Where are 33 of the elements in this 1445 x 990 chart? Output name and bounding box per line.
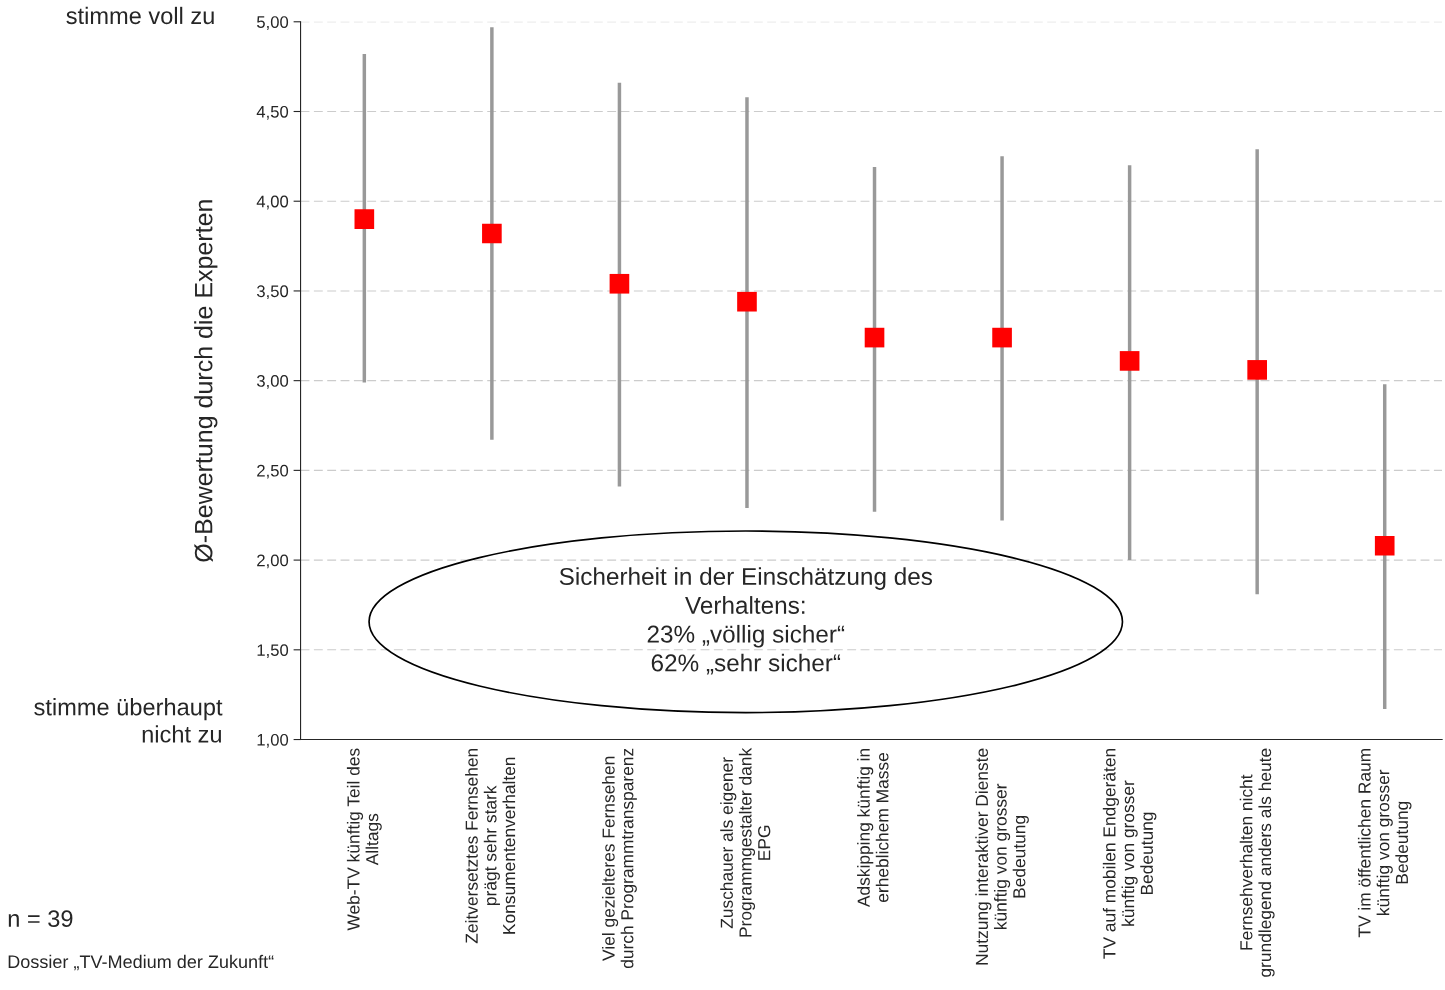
x-tick-label: Web-TV künftig Teil des Alltags (346, 748, 382, 931)
point (1119, 351, 1140, 371)
y-tick-label: 1,00 (257, 733, 289, 748)
point (482, 223, 502, 244)
y-tick-label: 1,50 (257, 644, 289, 658)
point (1247, 360, 1267, 380)
point (354, 209, 375, 229)
text: stimme überhaupt nicht zu (34, 698, 223, 743)
x-tick-label: Nutzung interaktiver Dienste künftig von grosser Bedeutung (975, 748, 1029, 965)
y-axis-title: Ø-Bewertung durch die Experten (194, 200, 218, 562)
x-tick-label: Adskipping künftig in erheblichem Masse (857, 748, 889, 908)
x-tick-label: Zuschauer als eigener Programmgestalter dank EPG (720, 747, 771, 937)
x-tick-label: Fernsehverhalten nicht grundlegend anders als heute (1239, 748, 1275, 977)
point (609, 273, 630, 294)
point (737, 291, 757, 312)
x-tick-label: TV auf mobilen Endgeräten künftig von grosser Bedeutung (1102, 748, 1157, 959)
x-tick-label: Viel gezielteres Fernsehen durch Programmtransparenz (601, 748, 637, 969)
text: stimme voll zu (66, 6, 214, 25)
y-tick-label: 3,50 (256, 285, 289, 300)
y-tick-label: 4,00 (256, 195, 289, 210)
y-tick-label: 2,00 (257, 554, 289, 569)
y-tick-label: 5,00 (256, 16, 289, 30)
text: n = 39 (8, 910, 73, 928)
y-tick-label: 4,50 (256, 105, 289, 120)
point (992, 327, 1012, 348)
x-tick-label: Zeitversetztes Fernsehen prägt sehr stark Konsumentenverhalten (465, 748, 516, 944)
point (864, 327, 885, 348)
annotation: Sicherheit in der Einschätzung des Verhaltens: 23% „völlig sicher“ 62% „sehr sicher“ (559, 567, 933, 675)
x-tick-label: TV im öffentlichen Raum künftig von grosser Bedeutung (1357, 749, 1412, 938)
y-tick-label: 2,50 (257, 464, 289, 479)
y-tick-label: 3,00 (256, 375, 289, 389)
text: Dossier „TV-Medium der Zukunft“ (8, 954, 274, 971)
point (1374, 535, 1395, 556)
